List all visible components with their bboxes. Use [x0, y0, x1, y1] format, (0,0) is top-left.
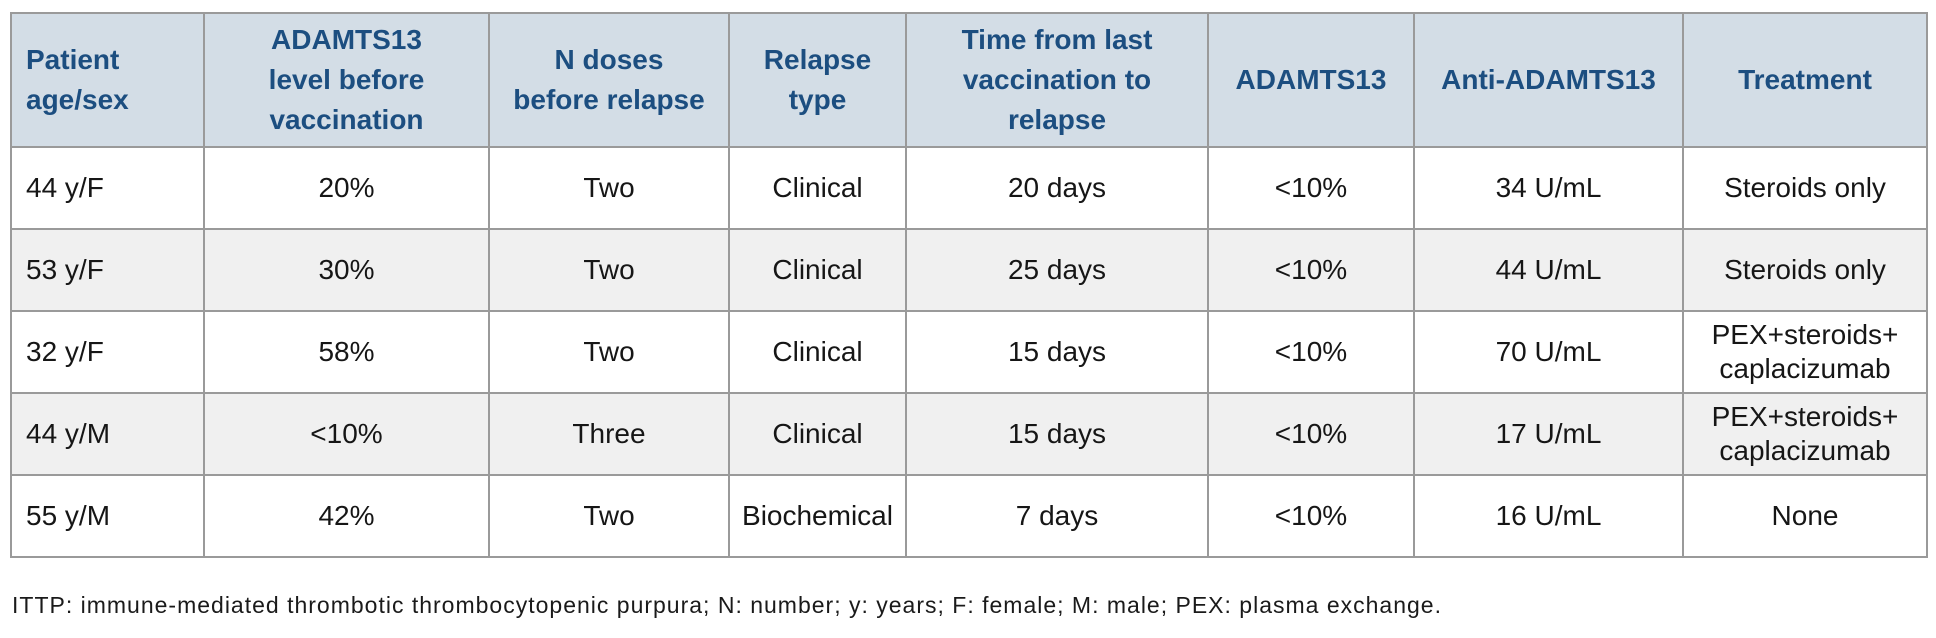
table-cell: <10%	[1207, 474, 1415, 558]
table-cell: Three	[488, 392, 730, 476]
table-cell: 16 U/mL	[1413, 474, 1684, 558]
table-cell: Two	[488, 474, 730, 558]
table-row: 32 y/F 58% Two Clinical 15 days <10% 70 …	[10, 310, 1928, 394]
table-cell: Two	[488, 310, 730, 394]
table-cell: 25 days	[905, 228, 1209, 312]
table-cell: 44 y/F	[10, 146, 205, 230]
table-cell: <10%	[1207, 310, 1415, 394]
table-cell: 58%	[203, 310, 490, 394]
column-header-n-doses-before-relapse: N doses before relapse	[488, 12, 730, 148]
table-row: 44 y/M <10% Three Clinical 15 days <10% …	[10, 392, 1928, 476]
table-cell: 32 y/F	[10, 310, 205, 394]
table-cell: 17 U/mL	[1413, 392, 1684, 476]
table-row: 55 y/M 42% Two Biochemical 7 days <10% 1…	[10, 474, 1928, 558]
column-header-time-from-last-vaccination: Time from last vaccination to relapse	[905, 12, 1209, 148]
table-cell: 34 U/mL	[1413, 146, 1684, 230]
table-cell: PEX+steroids+ caplacizumab	[1682, 392, 1928, 476]
table-cell: Two	[488, 146, 730, 230]
table-cell: <10%	[1207, 146, 1415, 230]
header-row: Patient age/sex ADAMTS13 level before va…	[10, 12, 1928, 148]
table-cell: 44 U/mL	[1413, 228, 1684, 312]
table-cell: 30%	[203, 228, 490, 312]
relapse-cases-table: Patient age/sex ADAMTS13 level before va…	[10, 12, 1928, 558]
column-header-anti-adamts13: Anti-ADAMTS13	[1413, 12, 1684, 148]
table-cell: 20%	[203, 146, 490, 230]
table-cell: 15 days	[905, 392, 1209, 476]
table-cell: 15 days	[905, 310, 1209, 394]
table-cell: None	[1682, 474, 1928, 558]
table-cell: 70 U/mL	[1413, 310, 1684, 394]
table-cell: 20 days	[905, 146, 1209, 230]
table-cell: 7 days	[905, 474, 1209, 558]
table-cell: Clinical	[728, 392, 907, 476]
column-header-relapse-type: Relapse type	[728, 12, 907, 148]
table-row: 53 y/F 30% Two Clinical 25 days <10% 44 …	[10, 228, 1928, 312]
table-cell: Steroids only	[1682, 146, 1928, 230]
table-cell: 42%	[203, 474, 490, 558]
abbreviations-footnote: ITTP: immune-mediated thrombotic thrombo…	[12, 592, 1442, 618]
table-cell: Clinical	[728, 310, 907, 394]
table-cell: Clinical	[728, 228, 907, 312]
table-cell: <10%	[1207, 228, 1415, 312]
column-header-patient-age-sex: Patient age/sex	[10, 12, 205, 148]
table-cell: PEX+steroids+ caplacizumab	[1682, 310, 1928, 394]
table-row: 44 y/F 20% Two Clinical 20 days <10% 34 …	[10, 146, 1928, 230]
table-cell: Steroids only	[1682, 228, 1928, 312]
table-cell: <10%	[203, 392, 490, 476]
table-cell: Clinical	[728, 146, 907, 230]
table-cell: 53 y/F	[10, 228, 205, 312]
table-cell: 55 y/M	[10, 474, 205, 558]
column-header-treatment: Treatment	[1682, 12, 1928, 148]
table-cell: Biochemical	[728, 474, 907, 558]
table-cell: <10%	[1207, 392, 1415, 476]
column-header-adamts13-level-before-vaccination: ADAMTS13 level before vaccination	[203, 12, 490, 148]
table-cell: 44 y/M	[10, 392, 205, 476]
column-header-adamts13: ADAMTS13	[1207, 12, 1415, 148]
table-cell: Two	[488, 228, 730, 312]
